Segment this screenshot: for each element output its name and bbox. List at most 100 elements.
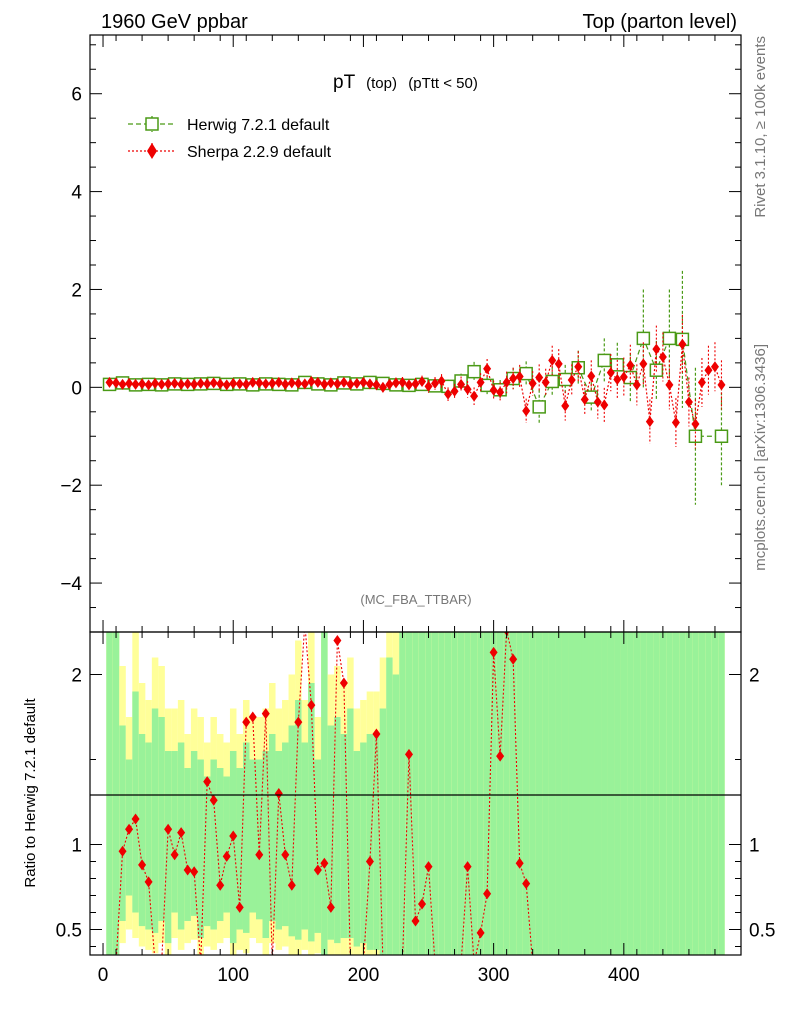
ratio-band-inner	[210, 759, 217, 930]
sherpa-point	[300, 378, 309, 390]
sherpa-point	[326, 377, 335, 389]
ratio-band-inner	[203, 776, 211, 927]
ratio-band-inner	[659, 632, 667, 955]
side-label-lower: mcplots.cern.ch [arXiv:1306.3436]	[752, 344, 769, 571]
ratio-y-tick-label-right: 0.5	[749, 921, 775, 942]
ratio-band-inner	[412, 632, 419, 955]
ratio-band-inner	[418, 632, 426, 955]
ratio-band-inner	[184, 768, 191, 921]
x-tick-label: 200	[348, 965, 380, 986]
sherpa-point	[619, 371, 628, 383]
ratio-band-inner	[698, 632, 706, 955]
sherpa-point	[125, 377, 134, 389]
ratio-band-inner	[522, 632, 530, 955]
ratio-band-inner	[164, 751, 172, 944]
sherpa-point	[391, 377, 400, 389]
herwig-point	[714, 429, 729, 444]
ratio-band-inner	[295, 700, 302, 940]
ratio-band-inner	[692, 632, 699, 955]
ratio-sherpa-point	[496, 750, 505, 762]
sherpa-point	[437, 375, 446, 387]
sherpa-point	[431, 377, 440, 389]
herwig-point	[597, 353, 612, 368]
ratio-sherpa-point	[313, 864, 322, 876]
header-left: 1960 GeV ppbar	[101, 11, 248, 33]
sherpa-point	[268, 377, 277, 389]
ratio-sherpa-point	[418, 898, 427, 910]
sherpa-point	[274, 376, 283, 388]
sherpa-point	[535, 372, 544, 384]
sherpa-point	[658, 351, 667, 363]
sherpa-point	[489, 384, 498, 396]
ratio-band-inner	[229, 751, 237, 944]
sherpa-point	[359, 376, 368, 388]
x-tick-label: 400	[608, 965, 640, 986]
ratio-band-inner	[477, 632, 484, 955]
ratio-band-inner	[223, 776, 230, 913]
ratio-sherpa-point	[483, 888, 492, 900]
legend-label-herwig: Herwig 7.2.1 default	[187, 117, 330, 134]
ratio-band-inner	[308, 683, 315, 942]
ratio-band-inner	[614, 632, 621, 955]
ratio-band-inner	[685, 632, 693, 955]
herwig-point	[467, 364, 481, 379]
ratio-sherpa-point	[326, 901, 335, 913]
ratio-band-inner	[627, 632, 634, 955]
herwig-point	[662, 331, 677, 346]
ratio-sherpa-point	[138, 859, 147, 871]
ratio-band-inner	[457, 632, 465, 955]
sherpa-point	[255, 377, 264, 389]
ratio-band-inner	[542, 632, 549, 955]
ratio-band-inner	[275, 751, 283, 930]
ratio-band-inner	[327, 725, 335, 940]
ratio-band-inner	[588, 632, 595, 955]
ratio-band-inner	[106, 632, 113, 955]
sherpa-point	[613, 373, 622, 385]
ratio-band-inner	[112, 632, 120, 955]
legend: Herwig 7.2.1 default Sherpa 2.2.9 defaul…	[128, 116, 332, 161]
ratio-band-inner	[607, 632, 615, 955]
title-sub2: (pTtt < 50)	[408, 75, 478, 92]
ratio-band-inner	[620, 632, 628, 955]
ratio-sherpa-point	[222, 850, 231, 862]
sherpa-point	[242, 378, 251, 390]
ratio-ylabel: Ratio to Herwig 7.2.1 default	[22, 698, 39, 888]
sherpa-point	[365, 378, 374, 390]
legend-entry-sherpa: Sherpa 2.2.9 default	[128, 143, 332, 161]
ratio-band-inner	[425, 632, 432, 955]
ratio-band-inner	[574, 632, 582, 955]
sherpa-point	[697, 376, 706, 388]
ratio-sherpa-point	[281, 849, 290, 861]
main-y-tick-label: −2	[60, 476, 82, 497]
ratio-sherpa-point	[248, 711, 257, 723]
sherpa-point	[561, 400, 570, 412]
ratio-sherpa-point	[515, 857, 524, 869]
sherpa-point	[665, 379, 674, 391]
ratio-band-inner	[171, 751, 178, 913]
ratio-band-inner	[438, 632, 445, 955]
sherpa-point	[385, 378, 394, 390]
ratio-sherpa-point	[274, 788, 283, 799]
sherpa-point	[196, 377, 205, 389]
x-tick-label: 300	[478, 965, 510, 986]
ratio-band-inner	[353, 751, 361, 947]
ratio-band-inner	[640, 632, 647, 955]
side-label-upper: Rivet 3.1.10, ≥ 100k events	[752, 36, 769, 218]
ratio-series-sherpa	[115, 632, 533, 955]
ratio-band-inner	[242, 742, 250, 933]
ratio-band-inner	[548, 632, 556, 955]
ratio-y-tick-label-right: 2	[749, 666, 760, 687]
ratio-band-inner	[340, 734, 348, 938]
sherpa-point	[216, 378, 225, 390]
sherpa-point	[509, 373, 518, 385]
ratio-band-inner	[496, 632, 504, 955]
ratio-sherpa-point	[294, 716, 303, 728]
legend-entry-herwig: Herwig 7.2.1 default	[128, 116, 330, 134]
sherpa-point	[105, 376, 114, 388]
ratio-sherpa-point	[118, 845, 127, 857]
sherpa-point	[470, 390, 479, 402]
sherpa-point	[398, 376, 407, 388]
sherpa-point	[476, 376, 485, 388]
ratio-band-inner	[561, 632, 569, 955]
ratio-sherpa-point	[164, 823, 173, 835]
